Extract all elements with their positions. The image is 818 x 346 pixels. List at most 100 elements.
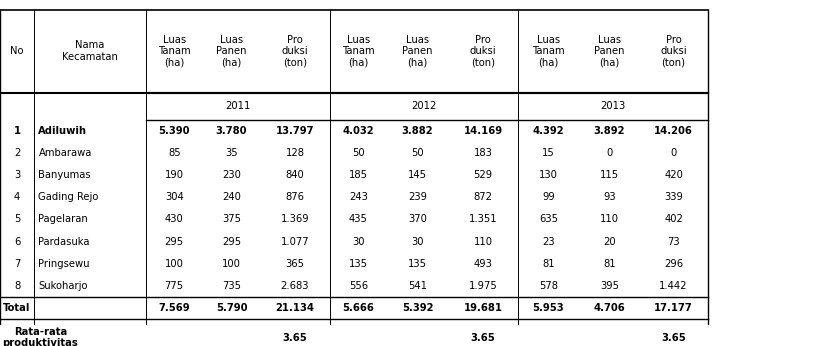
Text: Pro
duksi
(ton): Pro duksi (ton) [660, 35, 687, 68]
Text: 4.392: 4.392 [533, 126, 564, 136]
Text: 556: 556 [348, 281, 368, 291]
Text: 15: 15 [542, 148, 555, 158]
Text: 14.169: 14.169 [464, 126, 502, 136]
Text: Adiluwih: Adiluwih [38, 126, 88, 136]
Text: 0: 0 [671, 148, 676, 158]
Text: 4.032: 4.032 [343, 126, 374, 136]
Text: 185: 185 [348, 170, 368, 180]
Text: 635: 635 [539, 215, 558, 225]
Text: 3.780: 3.780 [216, 126, 247, 136]
Text: 578: 578 [539, 281, 558, 291]
Text: 30: 30 [411, 237, 424, 247]
Text: 14.206: 14.206 [654, 126, 693, 136]
Text: 365: 365 [285, 259, 304, 268]
Text: Total: Total [2, 303, 29, 313]
Text: Pro
duksi
(ton): Pro duksi (ton) [470, 35, 497, 68]
Text: 1.975: 1.975 [469, 281, 497, 291]
Text: 304: 304 [165, 192, 183, 202]
Text: 145: 145 [408, 170, 427, 180]
Text: 30: 30 [352, 237, 365, 247]
Text: 3.65: 3.65 [282, 333, 308, 343]
Text: 2011: 2011 [225, 101, 250, 111]
Text: Pagelaran: Pagelaran [38, 215, 88, 225]
Text: 23: 23 [542, 237, 555, 247]
Text: 295: 295 [222, 237, 241, 247]
Text: Luas
Panen
(ha): Luas Panen (ha) [402, 35, 433, 68]
Text: Nama
Kecamatan: Nama Kecamatan [62, 40, 118, 62]
Text: 2013: 2013 [600, 101, 625, 111]
Text: Ambarawa: Ambarawa [38, 148, 92, 158]
Text: 735: 735 [222, 281, 241, 291]
Text: 2.683: 2.683 [281, 281, 309, 291]
Text: 21.134: 21.134 [276, 303, 314, 313]
Text: 5.953: 5.953 [533, 303, 564, 313]
Text: 183: 183 [474, 148, 492, 158]
Text: 375: 375 [222, 215, 241, 225]
Text: 5.666: 5.666 [343, 303, 374, 313]
Text: Luas
Panen
(ha): Luas Panen (ha) [216, 35, 247, 68]
Text: 5.390: 5.390 [159, 126, 190, 136]
Text: 493: 493 [474, 259, 492, 268]
Text: 430: 430 [165, 215, 183, 225]
Text: 3.882: 3.882 [402, 126, 434, 136]
Text: 6: 6 [14, 237, 20, 247]
Text: 130: 130 [539, 170, 558, 180]
Text: 5.790: 5.790 [216, 303, 247, 313]
Text: 17.177: 17.177 [654, 303, 693, 313]
Text: Pringsewu: Pringsewu [38, 259, 90, 268]
Text: 435: 435 [348, 215, 368, 225]
Text: 243: 243 [348, 192, 368, 202]
Text: 19.681: 19.681 [464, 303, 502, 313]
Text: 4: 4 [14, 192, 20, 202]
Text: 100: 100 [222, 259, 241, 268]
Text: 541: 541 [408, 281, 427, 291]
Text: Gading Rejo: Gading Rejo [38, 192, 99, 202]
Text: 110: 110 [474, 237, 492, 247]
Text: 85: 85 [168, 148, 181, 158]
Text: Rata-rata
produktivitas: Rata-rata produktivitas [2, 327, 79, 346]
Text: Luas
Tanam
(ha): Luas Tanam (ha) [158, 35, 191, 68]
Text: 240: 240 [222, 192, 241, 202]
Text: Luas
Panen
(ha): Luas Panen (ha) [594, 35, 625, 68]
Text: 2: 2 [14, 148, 20, 158]
Text: 8: 8 [14, 281, 20, 291]
Text: 5.392: 5.392 [402, 303, 434, 313]
Text: 339: 339 [664, 192, 683, 202]
Text: 128: 128 [285, 148, 304, 158]
Text: 81: 81 [542, 259, 555, 268]
Text: Luas
Tanam
(ha): Luas Tanam (ha) [533, 35, 564, 68]
Text: 3.65: 3.65 [661, 333, 686, 343]
Text: 99: 99 [542, 192, 555, 202]
Text: 1.442: 1.442 [659, 281, 688, 291]
Text: 50: 50 [352, 148, 365, 158]
Text: 135: 135 [348, 259, 368, 268]
Text: Pro
duksi
(ton): Pro duksi (ton) [281, 35, 308, 68]
Text: 402: 402 [664, 215, 683, 225]
Text: 73: 73 [667, 237, 680, 247]
Text: 239: 239 [408, 192, 427, 202]
Text: 1.369: 1.369 [281, 215, 309, 225]
Text: 295: 295 [164, 237, 184, 247]
Text: 93: 93 [603, 192, 616, 202]
Text: 3: 3 [14, 170, 20, 180]
Text: 0: 0 [606, 148, 613, 158]
Text: 110: 110 [600, 215, 619, 225]
Text: 3.892: 3.892 [594, 126, 625, 136]
Text: 876: 876 [285, 192, 304, 202]
Text: 115: 115 [600, 170, 619, 180]
Text: Banyumas: Banyumas [38, 170, 91, 180]
Text: 81: 81 [603, 259, 616, 268]
Text: 1: 1 [14, 126, 20, 136]
Text: 230: 230 [222, 170, 241, 180]
Text: Luas
Tanam
(ha): Luas Tanam (ha) [342, 35, 375, 68]
Text: 35: 35 [225, 148, 238, 158]
Text: 872: 872 [474, 192, 492, 202]
Text: 529: 529 [474, 170, 492, 180]
Text: 7: 7 [14, 259, 20, 268]
Text: No: No [11, 46, 24, 56]
Text: 395: 395 [600, 281, 619, 291]
Text: 13.797: 13.797 [276, 126, 314, 136]
Text: 135: 135 [408, 259, 427, 268]
Text: 20: 20 [603, 237, 616, 247]
Text: 100: 100 [164, 259, 184, 268]
